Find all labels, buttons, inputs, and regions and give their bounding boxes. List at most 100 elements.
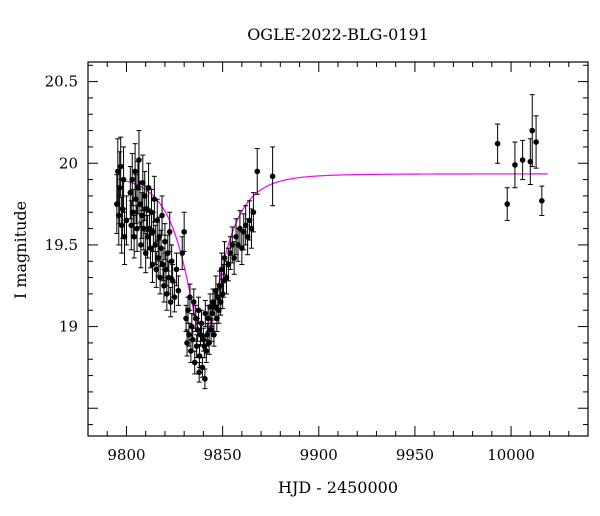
- point-marker: [233, 233, 239, 240]
- data-point: [149, 246, 156, 283]
- point-marker: [151, 196, 158, 202]
- data-point: [120, 146, 127, 213]
- model-curve: [116, 173, 548, 340]
- point-marker: [118, 222, 125, 229]
- data-point: [269, 146, 276, 207]
- point-marker: [191, 359, 198, 366]
- data-point: [175, 275, 182, 306]
- point-marker: [202, 376, 208, 382]
- point-marker: [131, 233, 137, 240]
- model-curve-layer: [116, 173, 548, 340]
- x-axis: 9800 9850 9900 9950 10000: [87, 62, 589, 464]
- point-marker: [162, 238, 168, 245]
- data-point: [187, 283, 193, 311]
- point-marker: [218, 266, 225, 273]
- point-marker: [149, 261, 156, 268]
- point-marker: [198, 320, 205, 327]
- data-point: [133, 174, 139, 225]
- point-marker: [202, 310, 209, 317]
- data-point: [152, 224, 159, 266]
- data-point: [117, 136, 124, 197]
- data-point: [131, 215, 137, 259]
- point-marker: [152, 242, 159, 248]
- y-tick-label: 20.5: [45, 73, 78, 91]
- data-point: [221, 241, 228, 275]
- point-marker: [117, 163, 124, 170]
- data-point: [512, 141, 518, 189]
- point-marker: [139, 212, 145, 219]
- point-marker: [183, 315, 189, 322]
- point-marker: [130, 209, 136, 216]
- data-point: [186, 322, 192, 347]
- data-point: [539, 185, 545, 217]
- data-point: [162, 223, 168, 261]
- data-points-layer: [114, 94, 545, 390]
- point-marker: [142, 250, 149, 256]
- data-point: [159, 195, 165, 236]
- point-marker: [194, 327, 201, 333]
- point-marker: [173, 266, 180, 273]
- point-marker: [129, 176, 136, 183]
- point-marker: [244, 233, 251, 240]
- point-marker: [160, 261, 166, 268]
- point-marker: [237, 225, 243, 232]
- point-marker: [187, 294, 193, 300]
- data-point: [136, 130, 142, 190]
- data-point: [129, 152, 136, 207]
- point-marker: [115, 212, 122, 219]
- point-marker: [181, 229, 187, 235]
- point-marker: [494, 140, 501, 147]
- point-marker: [165, 274, 172, 281]
- point-marker: [157, 274, 163, 281]
- data-point: [191, 350, 198, 375]
- point-marker: [171, 294, 178, 300]
- point-marker: [140, 180, 146, 186]
- data-point: [202, 368, 208, 390]
- data-point: [196, 362, 202, 383]
- data-point: [140, 154, 146, 212]
- point-marker: [250, 209, 257, 216]
- point-marker: [539, 198, 545, 204]
- y-axis-label: I magnitude: [11, 201, 30, 299]
- point-marker: [121, 233, 128, 240]
- point-marker: [186, 331, 192, 338]
- data-point: [211, 322, 217, 347]
- point-marker: [116, 184, 123, 191]
- point-marker: [504, 201, 511, 207]
- point-marker: [168, 258, 175, 265]
- point-marker: [143, 206, 150, 212]
- data-point: [519, 139, 526, 181]
- point-marker: [159, 212, 165, 219]
- data-point: [160, 247, 166, 282]
- data-point: [246, 200, 253, 241]
- data-point: [203, 339, 210, 364]
- data-point: [527, 138, 534, 185]
- data-point: [127, 166, 134, 220]
- chart-title: OGLE-2022-BLG-0191: [247, 25, 429, 44]
- point-marker: [527, 158, 534, 165]
- point-marker: [533, 139, 539, 145]
- point-marker: [138, 242, 144, 248]
- point-marker: [136, 157, 142, 163]
- data-point: [208, 317, 214, 342]
- point-marker: [213, 287, 219, 294]
- data-point: [250, 192, 257, 233]
- data-point: [533, 115, 539, 169]
- data-point: [141, 170, 148, 221]
- point-marker: [204, 331, 211, 338]
- point-marker: [167, 299, 174, 305]
- point-marker: [132, 168, 138, 175]
- data-point: [207, 293, 213, 321]
- data-point: [165, 234, 171, 272]
- x-tick-label: 9950: [396, 446, 434, 464]
- point-marker: [214, 315, 220, 322]
- point-marker: [203, 348, 210, 354]
- point-marker: [140, 225, 147, 232]
- point-marker: [240, 229, 247, 235]
- point-marker: [195, 307, 202, 314]
- data-point: [194, 317, 201, 342]
- point-marker: [120, 176, 127, 183]
- point-marker: [128, 222, 135, 229]
